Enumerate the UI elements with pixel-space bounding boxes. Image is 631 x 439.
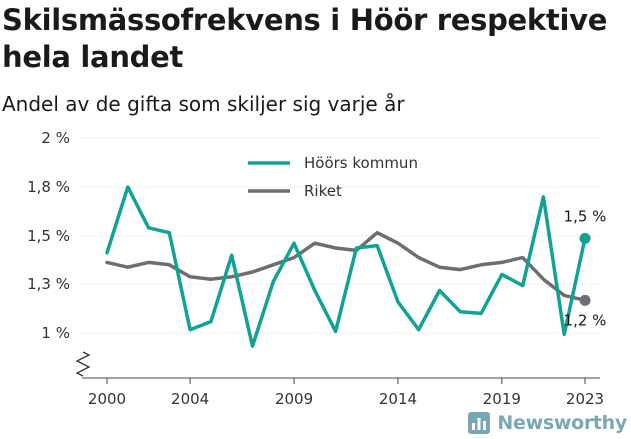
y-tick-label: 1 %: [41, 324, 70, 342]
y-axis-break-icon: [75, 351, 91, 377]
x-tick-label: 2009: [275, 390, 313, 408]
end-label-riket: 1,2 %: [564, 311, 607, 329]
chart-subtitle: Andel av de gifta som skiljer sig varje …: [2, 92, 405, 116]
end-label-hoor: 1,5 %: [564, 207, 607, 225]
series-line-riket: [105, 230, 587, 303]
y-tick-label: 1,8 %: [27, 178, 70, 196]
end-marker-hoor: [579, 232, 591, 244]
end-marker-riket: [579, 294, 591, 306]
newsworthy-icon: [468, 412, 491, 434]
y-tick-label: 2 %: [41, 129, 70, 147]
x-axis: [75, 351, 600, 379]
y-axis-ticks: 2 % 1,8 % 1,5 % 1,3 % 1 %: [27, 129, 70, 342]
legend: Höörs kommun Riket: [248, 154, 418, 200]
y-tick-label: 1,3 %: [27, 275, 70, 293]
series-line-hoor: [105, 185, 587, 348]
x-tick-label: 2014: [379, 390, 417, 408]
brand-name: Newsworthy: [497, 412, 627, 434]
legend-label: Höörs kommun: [304, 154, 418, 172]
x-tick-label: 2000: [88, 390, 126, 408]
x-tick-label: 2004: [171, 390, 209, 408]
newsworthy-logo: Newsworthy: [467, 411, 627, 435]
series-lines: [105, 185, 587, 348]
x-tick-label: 2019: [483, 390, 521, 408]
end-labels: 1,5 % 1,2 %: [564, 207, 607, 329]
legend-label: Riket: [304, 182, 342, 200]
chart-title: Skilsmässofrekvens i Höör respektive hel…: [2, 3, 608, 74]
x-axis-ticks: 2000 2004 2009 2014 2019 2023: [88, 378, 604, 408]
y-tick-label: 1,5 %: [27, 227, 70, 245]
x-tick-label: 2023: [566, 390, 604, 408]
